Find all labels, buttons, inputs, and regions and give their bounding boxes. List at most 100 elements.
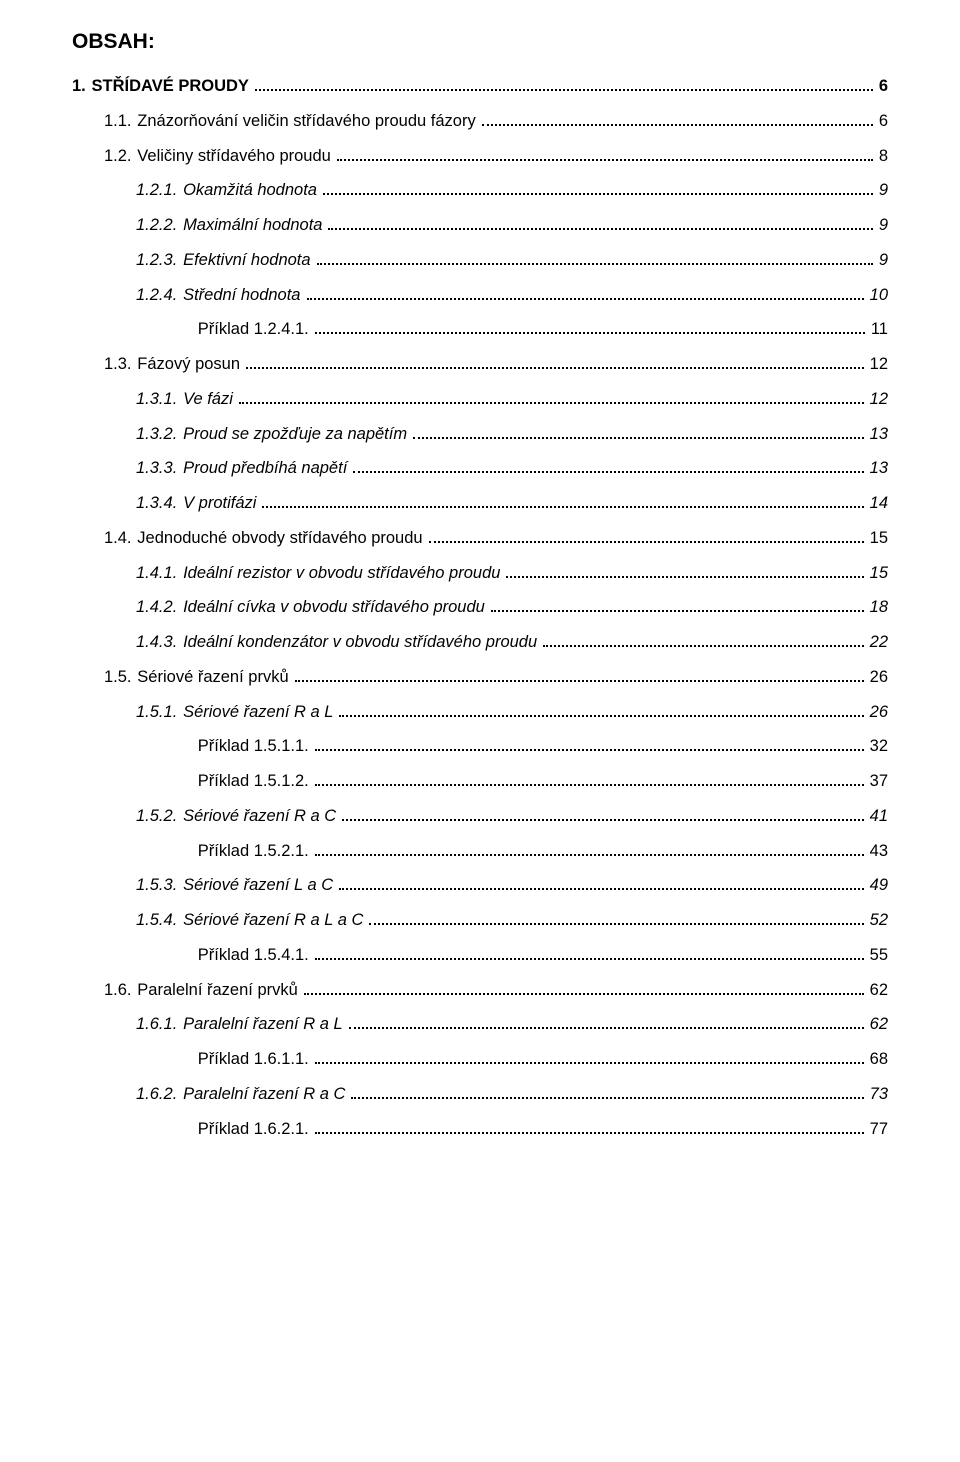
toc-entry-title: Paralelní řazení R a C — [183, 1082, 345, 1107]
toc-entry-number: 1.5. — [104, 665, 132, 690]
toc-entry-title: Příklad 1.6.2.1. — [198, 1117, 309, 1142]
toc-dot-leader — [304, 993, 864, 995]
toc-entry-number: 1.3. — [104, 352, 132, 377]
toc-dot-leader — [255, 89, 873, 91]
toc-entry: 1.3.2.Proud se zpožďuje za napětím13 — [136, 422, 888, 447]
toc-entry-title: Sériové řazení R a L — [183, 700, 333, 725]
toc-entry: 1.3.1.Ve fázi12 — [136, 387, 888, 412]
toc-entry-number: 1.2.4. — [136, 283, 177, 308]
toc-entry-page: 13 — [870, 456, 888, 481]
toc-dot-leader — [353, 471, 863, 473]
toc-entry-title: STŘÍDAVÉ PROUDY — [92, 74, 249, 99]
toc-entry-page: 49 — [870, 873, 888, 898]
toc-entry-page: 9 — [879, 248, 888, 273]
toc-entry-page: 41 — [870, 804, 888, 829]
toc-dot-leader — [543, 645, 863, 647]
toc-entry-number: 1.4. — [104, 526, 132, 551]
toc-entry-title: Příklad 1.5.2.1. — [198, 839, 309, 864]
toc-entry-title: Maximální hodnota — [183, 213, 322, 238]
toc-entry-page: 8 — [879, 144, 888, 169]
toc-entry: 1.4.Jednoduché obvody střídavého proudu 1… — [104, 526, 888, 551]
toc-dot-leader — [351, 1097, 863, 1099]
toc-entry-page: 18 — [870, 595, 888, 620]
toc-entry-title: Fázový posun — [137, 352, 240, 377]
toc-dot-leader — [349, 1027, 864, 1029]
toc-entry: 1.6.2.Paralelní řazení R a C 73 — [136, 1082, 888, 1107]
toc-entry-page: 52 — [870, 908, 888, 933]
toc-entry: 1.6.Paralelní řazení prvků62 — [104, 978, 888, 1003]
toc-entry-title: Sériové řazení L a C — [183, 873, 333, 898]
toc-dot-leader — [429, 541, 864, 543]
toc-entry-title: Okamžitá hodnota — [183, 178, 317, 203]
toc-dot-leader — [307, 298, 864, 300]
toc-entry-title: Příklad 1.5.4.1. — [198, 943, 309, 968]
toc-entry: 1.4.2.Ideální cívka v obvodu střídavého … — [136, 595, 888, 620]
toc-dot-leader — [339, 888, 863, 890]
toc-entry-page: 62 — [870, 978, 888, 1003]
toc-entry-title: Sériové řazení prvků — [137, 665, 288, 690]
toc-dot-leader — [315, 1062, 864, 1064]
toc-entry-number: 1. — [72, 74, 86, 99]
toc-entry: Příklad 1.5.1.2.37 — [192, 769, 888, 794]
toc-dot-leader — [246, 367, 864, 369]
toc-entry: 1.5.1.Sériové řazení R a L26 — [136, 700, 888, 725]
toc-entry-page: 22 — [870, 630, 888, 655]
toc-dot-leader — [315, 332, 865, 334]
toc-entry-number: 1.6.2. — [136, 1082, 177, 1107]
toc-entry-title: Sériové řazení R a L a C — [183, 908, 363, 933]
toc-entry-title: Paralelní řazení R a L — [183, 1012, 343, 1037]
toc-entry-title: Jednoduché obvody střídavého proudu — [137, 526, 422, 551]
toc-entry: 1.6.1.Paralelní řazení R a L62 — [136, 1012, 888, 1037]
toc-dot-leader — [315, 784, 864, 786]
toc-list: 1.STŘÍDAVÉ PROUDY61.1.Znázorňování velič… — [72, 74, 888, 1141]
toc-entry: 1.4.1.Ideální rezistor v obvodu střídavé… — [136, 561, 888, 586]
toc-entry-title: Příklad 1.2.4.1. — [198, 317, 309, 342]
toc-entry: 1.2.Veličiny střídavého proudu8 — [104, 144, 888, 169]
toc-entry-title: Příklad 1.5.1.1. — [198, 734, 309, 759]
toc-entry: Příklad 1.6.2.1. 77 — [192, 1117, 888, 1142]
toc-dot-leader — [315, 958, 864, 960]
toc-dot-leader — [413, 437, 864, 439]
toc-entry-number: 1.4.1. — [136, 561, 177, 586]
toc-dot-leader — [315, 854, 864, 856]
toc-entry: 1.5.2.Sériové řazení R a C 41 — [136, 804, 888, 829]
toc-entry-number: 1.3.1. — [136, 387, 177, 412]
toc-dot-leader — [317, 263, 873, 265]
toc-entry-page: 6 — [879, 109, 888, 134]
toc-entry-title: Proud předbíhá napětí — [183, 456, 347, 481]
toc-dot-leader — [323, 193, 873, 195]
toc-entry-title: Paralelní řazení prvků — [137, 978, 298, 1003]
toc-entry-page: 15 — [870, 526, 888, 551]
toc-dot-leader — [339, 715, 863, 717]
toc-entry-number: 1.2.3. — [136, 248, 177, 273]
toc-dot-leader — [369, 923, 863, 925]
toc-entry: Příklad 1.6.1.1.68 — [192, 1047, 888, 1072]
toc-entry-number: 1.5.2. — [136, 804, 177, 829]
toc-entry-page: 77 — [870, 1117, 888, 1142]
toc-entry-title: Ve fázi — [183, 387, 233, 412]
toc-entry-title: Sériové řazení R a C — [183, 804, 336, 829]
toc-entry-title: Veličiny střídavého proudu — [137, 144, 331, 169]
toc-entry-number: 1.4.3. — [136, 630, 177, 655]
toc-entry: Příklad 1.5.1.1. 32 — [192, 734, 888, 759]
toc-dot-leader — [482, 124, 873, 126]
toc-entry-page: 62 — [870, 1012, 888, 1037]
toc-dot-leader — [315, 1132, 864, 1134]
toc-entry-page: 32 — [870, 734, 888, 759]
toc-entry-page: 26 — [870, 665, 888, 690]
toc-entry-number: 1.3.3. — [136, 456, 177, 481]
toc-entry-number: 1.5.4. — [136, 908, 177, 933]
toc-entry: 1.5.3.Sériové řazení L a C49 — [136, 873, 888, 898]
toc-dot-leader — [491, 610, 864, 612]
toc-entry-page: 73 — [870, 1082, 888, 1107]
toc-entry-page: 26 — [870, 700, 888, 725]
toc-entry-page: 12 — [870, 352, 888, 377]
toc-entry-title: Ideální rezistor v obvodu střídavého pro… — [183, 561, 500, 586]
toc-entry: 1.2.2.Maximální hodnota 9 — [136, 213, 888, 238]
toc-entry-title: Střední hodnota — [183, 283, 300, 308]
toc-entry-title: Proud se zpožďuje za napětím — [183, 422, 407, 447]
toc-entry-page: 9 — [879, 213, 888, 238]
toc-entry-number: 1.2.2. — [136, 213, 177, 238]
toc-entry-page: 6 — [879, 74, 888, 99]
toc-entry: 1.3.3.Proud předbíhá napětí 13 — [136, 456, 888, 481]
